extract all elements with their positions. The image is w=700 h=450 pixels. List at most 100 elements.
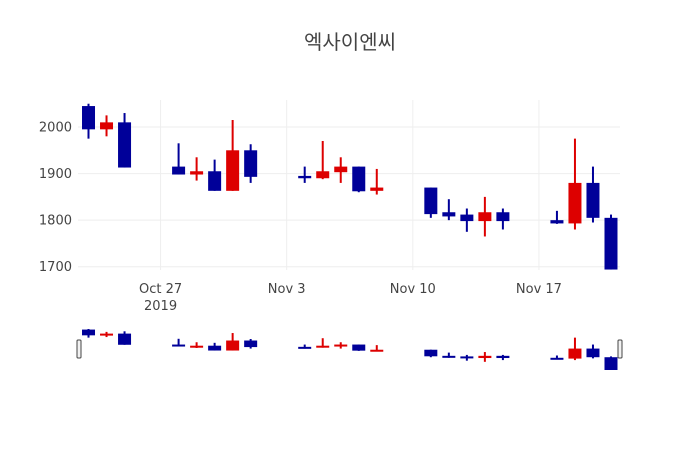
slider-candle-decreasing bbox=[352, 344, 366, 351]
candle-body bbox=[460, 214, 474, 222]
candle-increasing bbox=[100, 115, 114, 137]
candle-body bbox=[568, 348, 582, 359]
candle-body bbox=[226, 150, 240, 191]
candle-body bbox=[334, 344, 348, 347]
x-axis-ticks: Oct 27 2019 Nov 3 Nov 10 Nov 17 bbox=[139, 282, 562, 314]
candle-decreasing bbox=[460, 208, 474, 232]
candle-decreasing bbox=[298, 166, 312, 183]
candle-body bbox=[604, 357, 618, 370]
y-tick-label: 2000 bbox=[39, 121, 72, 136]
x-tick-label: Nov 10 bbox=[390, 282, 436, 297]
slider-candle-decreasing bbox=[118, 331, 132, 345]
candle-body bbox=[244, 340, 258, 348]
candle-increasing bbox=[316, 140, 330, 180]
candle-decreasing bbox=[550, 210, 564, 224]
candle-body bbox=[172, 344, 186, 347]
candle-increasing bbox=[370, 168, 384, 195]
candle-body bbox=[424, 349, 438, 357]
candle-decreasing bbox=[208, 159, 222, 191]
candle-body bbox=[208, 171, 222, 191]
slider-candle-decreasing bbox=[550, 355, 564, 360]
candle-increasing bbox=[568, 138, 582, 230]
x-tick-year-label: 2019 bbox=[144, 299, 177, 314]
x-tick-label: Nov 17 bbox=[516, 282, 562, 297]
candle-body bbox=[226, 340, 240, 351]
slider-candle-increasing bbox=[478, 352, 492, 362]
candle-decreasing bbox=[352, 166, 366, 193]
candle-decreasing bbox=[82, 103, 96, 139]
candle-body bbox=[298, 175, 312, 179]
candle-increasing bbox=[190, 157, 204, 181]
candle-body bbox=[316, 345, 330, 348]
candle-body bbox=[370, 349, 384, 352]
range-slider-left-handle[interactable] bbox=[76, 339, 82, 359]
slider-candle-increasing bbox=[370, 345, 384, 352]
candle-body bbox=[478, 212, 492, 222]
y-tick-label: 1700 bbox=[39, 260, 72, 275]
candle-body bbox=[190, 171, 204, 175]
candle-body bbox=[424, 187, 438, 215]
candle-body bbox=[604, 217, 618, 270]
range-slider[interactable] bbox=[76, 329, 623, 370]
y-tick-label: 1800 bbox=[39, 214, 72, 229]
slider-candle-decreasing bbox=[172, 338, 186, 347]
candle-body bbox=[244, 150, 258, 177]
candle-body bbox=[550, 357, 564, 360]
candle-body bbox=[208, 345, 222, 351]
candle-body bbox=[442, 212, 456, 217]
slider-candle-increasing bbox=[190, 342, 204, 349]
slider-candle-decreasing bbox=[460, 354, 474, 361]
slider-candle-decreasing bbox=[442, 352, 456, 358]
candle-body bbox=[442, 355, 456, 358]
candle-decreasing bbox=[118, 113, 132, 168]
candle-decreasing bbox=[604, 214, 618, 270]
candle-body bbox=[118, 122, 132, 168]
candle-body bbox=[370, 187, 384, 191]
candle-body bbox=[82, 329, 96, 336]
x-tick-label: Nov 3 bbox=[268, 282, 306, 297]
candle-body bbox=[550, 220, 564, 224]
candle-decreasing bbox=[424, 187, 438, 218]
candle-body bbox=[568, 182, 582, 224]
candle-body bbox=[496, 212, 510, 222]
candle-increasing bbox=[478, 196, 492, 237]
slider-candle-decreasing bbox=[244, 339, 258, 349]
candle-decreasing bbox=[172, 143, 186, 175]
slider-candle-decreasing bbox=[586, 344, 600, 359]
slider-candle-increasing bbox=[316, 338, 330, 348]
candle-body bbox=[172, 166, 186, 175]
y-tick-label: 1900 bbox=[39, 167, 72, 182]
candle-body bbox=[334, 166, 348, 173]
range-slider-right-handle[interactable] bbox=[617, 339, 623, 359]
candle-body bbox=[586, 182, 600, 218]
slider-candle-increasing bbox=[568, 337, 582, 361]
candle-decreasing bbox=[586, 166, 600, 223]
candle-body bbox=[298, 346, 312, 349]
candle-increasing bbox=[226, 120, 240, 191]
slider-candle-decreasing bbox=[208, 342, 222, 351]
candles bbox=[82, 103, 618, 270]
candle-body bbox=[460, 356, 474, 359]
candle-body bbox=[100, 333, 114, 336]
slider-candle-increasing bbox=[334, 342, 348, 349]
slider-candle-decreasing bbox=[604, 356, 618, 370]
slider-candle-increasing bbox=[100, 331, 114, 338]
candle-increasing bbox=[334, 157, 348, 183]
candle-body bbox=[190, 345, 204, 348]
slider-candle-decreasing bbox=[82, 329, 96, 338]
slider-candle-increasing bbox=[226, 333, 240, 351]
slider-candle-decreasing bbox=[496, 354, 510, 361]
candle-body bbox=[100, 122, 114, 130]
chart-title: 엑사이엔씨 bbox=[304, 30, 396, 54]
candle-body bbox=[118, 333, 132, 345]
candle-body bbox=[316, 171, 330, 179]
candle-decreasing bbox=[244, 144, 258, 183]
candle-body bbox=[586, 348, 600, 358]
candle-decreasing bbox=[442, 199, 456, 221]
slider-candle-decreasing bbox=[298, 344, 312, 349]
y-axis-ticks: 1700 1800 1900 2000 bbox=[39, 121, 72, 276]
slider-candle-decreasing bbox=[424, 349, 438, 358]
candle-decreasing bbox=[496, 208, 510, 230]
candle-body bbox=[352, 344, 366, 351]
